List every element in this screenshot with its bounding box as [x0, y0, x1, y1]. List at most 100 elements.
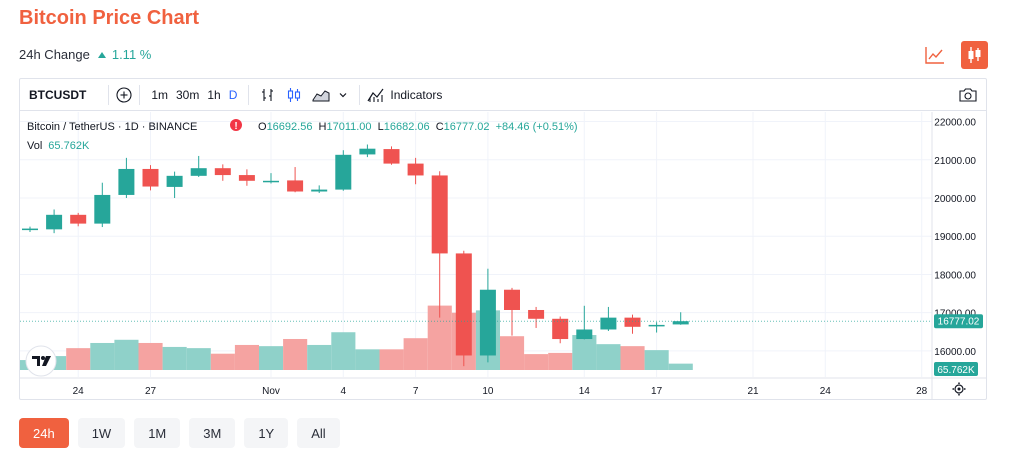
candle-body: [214, 168, 231, 176]
timeframe-all-button[interactable]: All: [297, 418, 340, 448]
volume-bar: [572, 335, 597, 370]
svg-text:65.762K: 65.762K: [937, 365, 975, 376]
volume-bar: [138, 342, 163, 370]
price-chart[interactable]: 22000.00 21000.00 20000.00 19000.00 18000.00…: [20, 112, 986, 400]
candle-body: [287, 180, 304, 192]
y-tick-label: 22000.00: [934, 118, 976, 129]
symbol-selector[interactable]: BTCUSDT: [29, 87, 87, 102]
chart-toolbar: BTCUSDT 1m 30m 1h D: [20, 79, 986, 111]
axis-separators: [20, 112, 986, 400]
timeframe-1w-button[interactable]: 1W: [77, 418, 126, 448]
volume-bar: [548, 352, 573, 370]
toolbar-divider: [248, 84, 250, 105]
x-tick-label: 27: [145, 386, 157, 397]
legend-ohlc: O16692.56 H17011.00 L16682.06 C16777.02 …: [258, 121, 578, 133]
x-tick-label: Nov: [262, 386, 280, 397]
x-tick-label: 14: [579, 386, 591, 397]
volume-bar: [620, 346, 645, 370]
x-tick-label: 10: [482, 386, 494, 397]
volume-bar: [259, 346, 284, 370]
timeframe-selector: 24h 1W 1M 3M 1Y All: [19, 418, 340, 448]
line-chart-icon: [925, 47, 944, 64]
tradingview-logo-icon[interactable]: [25, 345, 57, 377]
candle-body: [22, 228, 38, 231]
settings-gear-icon[interactable]: [952, 382, 966, 396]
area-style-button[interactable]: [312, 88, 330, 102]
candle-body: [263, 180, 279, 183]
candle-body: [46, 214, 63, 230]
change-label: 24h Change: [19, 47, 90, 62]
candle-body: [70, 214, 87, 224]
x-tick-label: 24: [820, 386, 832, 397]
y-tick-label: 21000.00: [934, 156, 976, 167]
timeframe-1m-button[interactable]: 1M: [134, 418, 181, 448]
alert-icon-glyph: !: [234, 121, 237, 132]
candle-body: [504, 289, 520, 310]
candle-body: [672, 321, 689, 325]
volume-bar: [90, 342, 115, 370]
chart-widget: BTCUSDT 1m 30m 1h D: [19, 78, 987, 400]
alert-icon[interactable]: [230, 119, 242, 131]
chart-style-dropdown[interactable]: [338, 90, 348, 100]
snapshot-button[interactable]: [958, 87, 978, 103]
volume-bar: [500, 336, 525, 370]
timeframe-1y-button[interactable]: 1Y: [244, 418, 289, 448]
x-tick-label: 17: [651, 386, 663, 397]
interval-1h[interactable]: 1h: [207, 87, 221, 102]
volume-bar: [283, 338, 308, 370]
volume-bar: [186, 348, 211, 370]
volume-bar: [307, 344, 332, 370]
candle-body: [166, 175, 183, 187]
last-price-tag: 16777.02: [934, 314, 983, 329]
volume-bar: [644, 350, 669, 370]
volume-bar: [379, 349, 404, 370]
interval-1m[interactable]: 1m: [151, 87, 168, 102]
timeframe-24h-button[interactable]: 24h: [19, 418, 69, 448]
candle-body: [431, 175, 448, 254]
plus-circle-icon: [116, 86, 132, 103]
indicators-button[interactable]: Indicators: [367, 87, 442, 103]
candle-body: [311, 189, 328, 192]
candle-body: [455, 253, 472, 356]
candle-body: [142, 168, 159, 187]
price-axis: 22000.00 21000.00 20000.00 19000.00 18000.00…: [934, 118, 976, 358]
toolbar-divider: [139, 84, 141, 105]
candle-body: [238, 175, 255, 181]
interval-30m[interactable]: 30m: [176, 87, 200, 102]
area-chart-icon: [312, 89, 330, 101]
candles: [22, 144, 689, 367]
x-tick-label: 4: [341, 386, 347, 397]
triangle-up-icon: [97, 51, 106, 58]
line-chart-button[interactable]: [922, 42, 948, 68]
candlestick-chart-button[interactable]: [961, 41, 988, 69]
candle-body: [600, 317, 617, 330]
candle-body: [383, 149, 400, 164]
x-tick-label: 7: [413, 386, 419, 397]
time-axis: 24 27 Nov 4 7 10 14 17 21 24 28: [73, 386, 928, 397]
bar-style-button[interactable]: [260, 87, 276, 103]
y-tick-label: 18000.00: [934, 270, 976, 281]
timeframe-3m-button[interactable]: 3M: [189, 418, 236, 448]
candle-body: [94, 194, 111, 224]
volume-bar: [355, 349, 380, 370]
candles-style-button[interactable]: [286, 87, 302, 103]
interval-D[interactable]: D: [228, 87, 238, 102]
camera-icon: [959, 87, 977, 102]
y-tick-label: 19000.00: [934, 232, 976, 243]
candle-body: [359, 148, 376, 155]
candle-body: [648, 324, 665, 327]
y-tick-label: 20000.00: [934, 194, 976, 205]
svg-text:16777.02: 16777.02: [938, 317, 980, 328]
legend-volume: Vol 65.762K: [27, 140, 90, 152]
toolbar-divider: [359, 84, 361, 105]
interval-group: 1m 30m 1h D: [147, 79, 241, 110]
x-tick-label: 24: [73, 386, 85, 397]
bars-icon: [262, 88, 274, 101]
x-tick-label: 28: [916, 386, 928, 397]
volume-bar: [162, 346, 187, 370]
compare-symbol-button[interactable]: [116, 86, 132, 103]
y-tick-label: 16000.00: [934, 347, 976, 358]
candle-body: [576, 329, 593, 340]
candle-body: [190, 168, 207, 176]
page-title: Bitcoin Price Chart: [19, 7, 200, 29]
